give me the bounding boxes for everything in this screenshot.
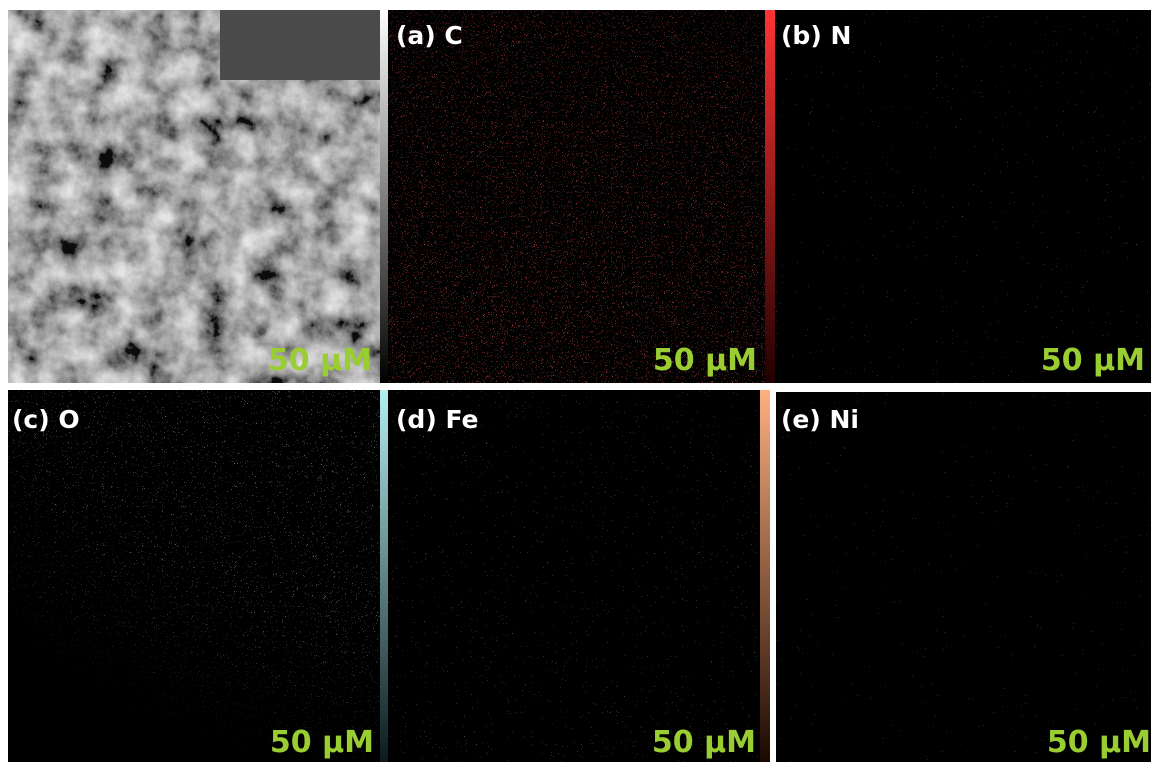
sem-empty-area [220,10,380,80]
panel-label: (b) N [781,21,851,50]
panel-label: (e) Ni [781,405,859,434]
element-map [776,392,1151,762]
element-map [388,10,765,383]
element-map [775,10,1151,383]
map-panel: (e) Ni 50 μM [776,392,1151,762]
scale-bar: 50 μM [1041,343,1145,378]
figure: 50 μM (a) C 50 μM (b) N 50 μM (c) O 50 μ… [0,0,1151,762]
sem-panel: 50 μM [8,10,380,383]
panel-label: (d) Fe [396,405,478,434]
scale-bar: 50 μM [652,725,756,760]
map-panel: (b) N 50 μM [775,10,1151,383]
color-bar [760,390,770,762]
panel-label: (c) O [12,405,80,434]
element-map [388,390,760,762]
color-bar [380,390,388,762]
map-panel: (c) O 50 μM [8,390,380,762]
color-bar [765,10,775,383]
map-panel: (a) C 50 μM [388,10,765,383]
scale-bar: 50 μM [653,343,757,378]
scale-bar: 50 μM [270,725,374,760]
panel-label: (a) C [396,21,463,50]
scale-bar: 50 μM [1047,725,1151,760]
element-map [8,390,380,762]
scale-bar: 50 μM [268,343,372,378]
map-panel: (d) Fe 50 μM [388,390,760,762]
color-bar [380,10,388,383]
